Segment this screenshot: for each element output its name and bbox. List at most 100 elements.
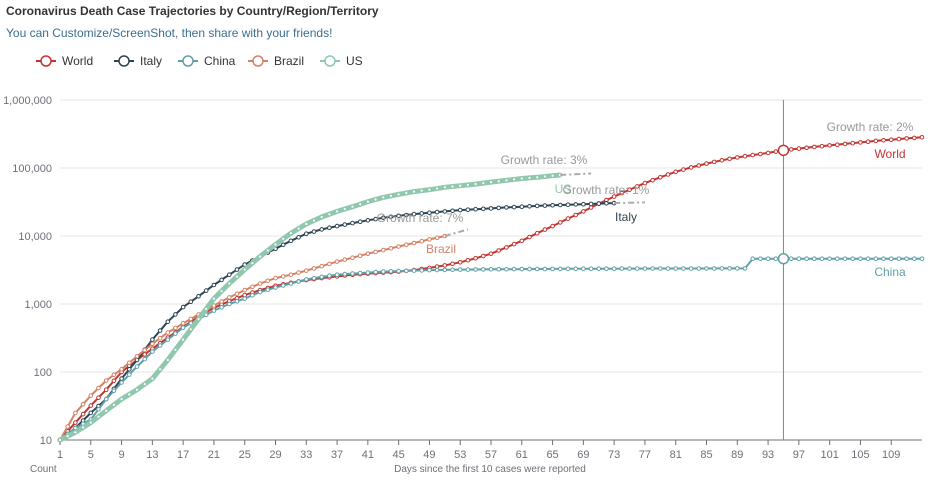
chart-title: Coronavirus Death Case Trajectories by C… xyxy=(6,4,379,18)
data-point xyxy=(742,266,748,271)
data-point xyxy=(573,202,579,207)
data-point xyxy=(542,203,548,208)
data-point xyxy=(565,216,571,221)
end-label-italy: Italy xyxy=(615,210,637,224)
data-point xyxy=(88,420,93,425)
data-point xyxy=(450,267,455,273)
data-point xyxy=(473,256,478,261)
data-point xyxy=(327,212,332,217)
axes: 10 100 1,000 10,000 100,000 1,000,000 1 5 9 13 17 2… xyxy=(3,95,922,461)
series-brazil[interactable] xyxy=(57,228,469,443)
growth-label-us: Growth rate: 3% xyxy=(501,153,588,167)
data-point xyxy=(404,190,409,196)
data-point xyxy=(527,234,532,240)
data-point xyxy=(134,364,140,369)
series-china[interactable] xyxy=(57,256,925,443)
data-point xyxy=(542,174,548,179)
data-point xyxy=(319,214,324,220)
data-point xyxy=(719,266,725,271)
series-italy[interactable] xyxy=(57,200,645,443)
x-tick-label: 81 xyxy=(670,449,682,461)
legend-item-italy[interactable]: Italy xyxy=(114,54,162,68)
data-point xyxy=(281,236,286,241)
data-point xyxy=(596,201,602,206)
legend-item-brazil[interactable]: Brazil xyxy=(248,54,304,68)
data-point xyxy=(727,266,732,271)
data-point xyxy=(558,220,563,225)
data-point xyxy=(265,278,271,284)
data-point xyxy=(888,137,894,142)
data-point xyxy=(896,256,902,262)
data-point xyxy=(527,175,532,180)
data-point xyxy=(619,266,625,271)
data-point xyxy=(812,256,817,262)
y-tick-label: 100 xyxy=(34,367,52,379)
data-point xyxy=(73,420,78,425)
data-point xyxy=(881,138,886,143)
data-point xyxy=(450,261,455,267)
data-point xyxy=(327,273,332,279)
data-point xyxy=(758,151,763,157)
data-point xyxy=(658,266,663,271)
series-line-china xyxy=(59,257,922,441)
data-point xyxy=(219,277,224,283)
legend-marker xyxy=(40,55,52,67)
data-point xyxy=(142,382,147,387)
data-point xyxy=(142,356,147,362)
data-point xyxy=(357,253,363,258)
data-point xyxy=(650,177,655,183)
growth-line-italy xyxy=(614,201,645,205)
data-point xyxy=(234,267,240,272)
data-point xyxy=(488,267,494,272)
series-us[interactable] xyxy=(57,172,592,443)
data-point xyxy=(211,308,217,313)
data-point xyxy=(96,395,101,401)
data-point xyxy=(311,275,317,281)
data-point xyxy=(158,367,163,372)
data-point xyxy=(381,195,386,200)
data-point xyxy=(442,263,448,268)
data-point xyxy=(181,337,186,342)
data-point xyxy=(442,185,447,190)
legend-item-china[interactable]: China xyxy=(178,54,236,68)
data-point xyxy=(319,263,325,269)
growth-line-us xyxy=(560,172,592,176)
data-point xyxy=(304,277,309,282)
data-point xyxy=(434,267,440,273)
data-point xyxy=(558,202,563,208)
data-point xyxy=(288,238,294,244)
legend-item-world[interactable]: World xyxy=(36,54,93,68)
data-point xyxy=(319,274,325,280)
data-point xyxy=(165,330,171,335)
data-point xyxy=(111,388,117,394)
data-point xyxy=(534,266,540,272)
x-tick-label: 57 xyxy=(485,449,497,461)
data-point xyxy=(865,256,871,262)
data-point xyxy=(288,281,294,286)
data-point xyxy=(358,202,363,207)
x-tick-label: 33 xyxy=(300,449,312,461)
data-point xyxy=(450,184,455,189)
data-point xyxy=(581,266,586,272)
x-tick-label: 73 xyxy=(608,449,620,461)
data-point xyxy=(334,259,340,264)
legend-item-us[interactable]: US xyxy=(320,54,363,68)
data-point xyxy=(188,327,193,332)
data-point xyxy=(550,223,555,229)
data-point xyxy=(504,205,509,210)
data-point xyxy=(180,304,186,310)
data-point xyxy=(157,335,163,341)
legend-marker xyxy=(182,55,194,67)
data-point xyxy=(134,357,140,363)
data-point xyxy=(627,266,632,271)
data-point xyxy=(242,296,247,301)
data-point xyxy=(804,256,809,262)
data-point xyxy=(888,256,894,262)
data-point xyxy=(511,266,517,272)
data-point xyxy=(873,256,879,262)
data-point xyxy=(327,225,332,230)
labels-layer: World Italy China Brazil US Growth rate: 3% Gr… xyxy=(377,120,914,279)
data-point xyxy=(750,152,756,158)
data-point xyxy=(465,207,471,212)
